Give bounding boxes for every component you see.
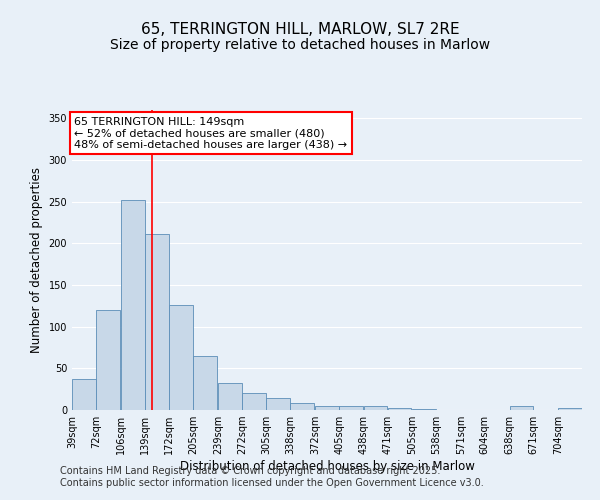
Y-axis label: Number of detached properties: Number of detached properties [30, 167, 43, 353]
Bar [72, 379, 96, 410]
Bar [169, 305, 193, 410]
Bar [121, 200, 145, 410]
Bar [266, 398, 290, 410]
Bar [242, 394, 266, 410]
Bar [388, 408, 412, 410]
Bar [290, 402, 314, 410]
Text: Size of property relative to detached houses in Marlow: Size of property relative to detached ho… [110, 38, 490, 52]
Bar [193, 356, 217, 410]
Bar [218, 382, 242, 410]
Bar [316, 406, 339, 410]
Bar [145, 234, 169, 410]
X-axis label: Distribution of detached houses by size in Marlow: Distribution of detached houses by size … [179, 460, 475, 473]
Text: 65, TERRINGTON HILL, MARLOW, SL7 2RE: 65, TERRINGTON HILL, MARLOW, SL7 2RE [140, 22, 460, 38]
Text: Contains HM Land Registry data © Crown copyright and database right 2025.
Contai: Contains HM Land Registry data © Crown c… [60, 466, 484, 487]
Bar [364, 406, 387, 410]
Bar [96, 310, 120, 410]
Bar [509, 406, 533, 410]
Text: 65 TERRINGTON HILL: 149sqm
← 52% of detached houses are smaller (480)
48% of sem: 65 TERRINGTON HILL: 149sqm ← 52% of deta… [74, 116, 347, 150]
Bar [412, 409, 436, 410]
Bar [558, 408, 581, 410]
Bar [340, 406, 363, 410]
